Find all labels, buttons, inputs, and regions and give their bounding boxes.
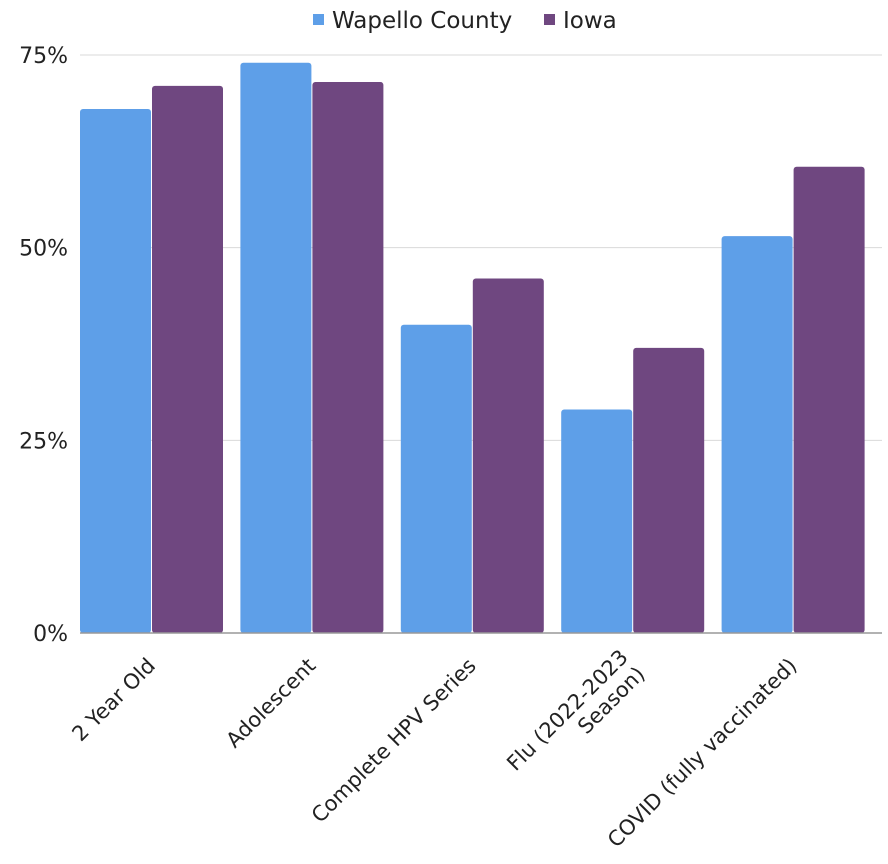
x-category-label-line: Complete HPV Series — [307, 654, 481, 828]
x-category-label-line: 2 Year Old — [67, 654, 160, 747]
y-tick-label-2: 50% — [19, 237, 68, 262]
bar-iowa-4 — [793, 166, 865, 633]
bar-iowa-1 — [312, 81, 384, 634]
x-category-label-0: 2 Year Old — [67, 654, 160, 747]
x-category-label-2: Complete HPV Series — [307, 654, 481, 828]
bar-wapello-1 — [240, 62, 312, 633]
chart-legend: Wapello County Iowa — [313, 8, 617, 34]
bar-wapello-4 — [721, 236, 793, 633]
y-tick-label-3: 75% — [19, 44, 68, 69]
bar-iowa-3 — [633, 347, 705, 633]
bars — [80, 62, 865, 634]
y-tick-label-0: 0% — [33, 622, 68, 647]
legend-label-1: Iowa — [563, 8, 617, 34]
bar-iowa-2 — [472, 278, 544, 633]
legend-swatch-1 — [544, 14, 555, 25]
x-category-label-line: Adolescent — [221, 654, 320, 753]
x-category-label-3: Flu (2022-2023Season) — [502, 645, 649, 792]
bar-wapello-3 — [561, 409, 633, 633]
bar-wapello-0 — [80, 108, 151, 634]
bar-wapello-2 — [400, 324, 472, 633]
y-axis-tick-labels: 0% 25% 50% 75% — [19, 44, 68, 647]
y-tick-label-1: 25% — [19, 429, 68, 454]
x-category-label-1: Adolescent — [221, 654, 320, 753]
legend-swatch-0 — [313, 14, 324, 25]
bar-iowa-0 — [152, 85, 223, 634]
legend-label-0: Wapello County — [332, 8, 512, 34]
